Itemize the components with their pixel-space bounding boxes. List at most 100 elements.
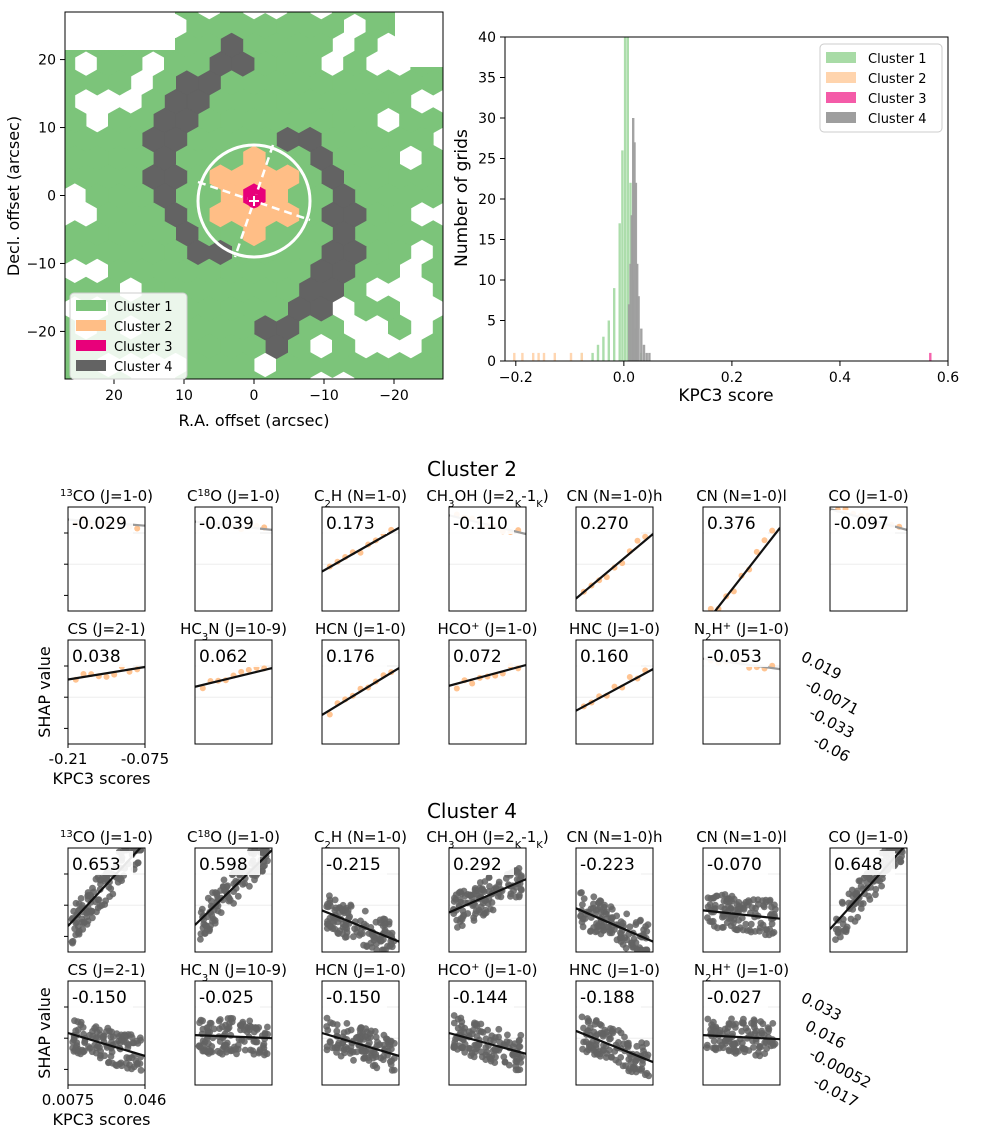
shap-point <box>713 892 721 900</box>
panel-title: CN (N=1-0)h <box>567 828 663 846</box>
shap-point <box>510 1043 517 1051</box>
shap-panel: CN (N=1-0)h -0.223 <box>567 828 663 953</box>
hist-bar <box>645 352 648 361</box>
shap-point <box>761 537 768 544</box>
shap-point <box>500 1053 508 1061</box>
shap-point <box>107 1053 115 1060</box>
map-hex-cell <box>444 296 467 321</box>
fit-line <box>713 527 780 611</box>
shap-point <box>603 1050 610 1057</box>
shap-point <box>384 1036 391 1043</box>
shap-point <box>745 897 752 905</box>
shap-point <box>756 927 763 935</box>
shap-point <box>633 1042 641 1050</box>
shap-point <box>251 1024 259 1031</box>
map-hex-cell <box>19 409 42 434</box>
shap-point <box>327 1039 334 1046</box>
shap-point <box>638 1065 646 1073</box>
shap-point <box>512 867 520 874</box>
shap-point <box>455 889 463 896</box>
panel-frame <box>829 847 908 953</box>
shap-point <box>738 1019 746 1027</box>
shap-point <box>333 1021 341 1029</box>
shap-point <box>760 1031 768 1039</box>
fit-line <box>703 1034 780 1041</box>
shap-point <box>482 1056 490 1063</box>
hist-ytick-label: 35 <box>478 71 496 87</box>
panel-title: 13CO (J=1-0) <box>60 828 153 846</box>
shap-point <box>264 857 271 865</box>
shap-point <box>626 923 634 931</box>
shap-point <box>592 1041 600 1048</box>
panel-title: C18O (J=1-0) <box>187 828 280 846</box>
shap-point <box>220 876 228 884</box>
panel-value: 0.176 <box>326 647 375 667</box>
panel-frame <box>448 506 527 612</box>
hist-bar <box>636 263 639 361</box>
hist-xtick-label: 0.0 <box>613 370 635 386</box>
shap-point <box>358 1032 365 1040</box>
value-box <box>704 510 768 534</box>
value-box <box>831 851 895 875</box>
shap-point <box>504 1031 511 1039</box>
shap-point <box>481 878 489 885</box>
fit-line <box>322 909 399 943</box>
shap-point <box>238 668 245 675</box>
hist-legend-label: Cluster 4 <box>868 112 927 127</box>
panel-frame <box>829 506 908 612</box>
hist-bar <box>596 344 600 361</box>
shap-point <box>716 1026 724 1034</box>
map-hex-cell <box>30 0 53 1</box>
shap-point <box>77 895 85 902</box>
panel-frame <box>575 847 654 953</box>
hist-bar <box>642 344 646 361</box>
shap-point <box>475 887 483 895</box>
hist-bar <box>632 118 635 361</box>
panel-frame <box>321 506 400 612</box>
map-hex-cell <box>422 409 445 434</box>
shap-point <box>603 908 610 916</box>
shap-point <box>728 898 735 905</box>
shap-point <box>347 902 355 910</box>
shap-point <box>760 903 768 911</box>
hist-bar <box>537 352 540 361</box>
shap-point <box>366 1030 374 1037</box>
shap-point <box>264 1023 271 1031</box>
map-hex-cell <box>276 0 299 1</box>
shap-point <box>89 914 96 922</box>
hist-bar <box>623 37 627 361</box>
shap-panel: HCO+ (J=1-0) 0.072 <box>438 620 537 745</box>
shap-point <box>75 927 83 935</box>
shap-point <box>747 920 755 928</box>
panel-frame <box>194 506 273 612</box>
cluster-map: 20 20 10 10 0 0 −10 −10 −20 −20 R.A. offset (arcse… <box>4 0 467 434</box>
panel-frame <box>321 847 400 953</box>
shap-panel: HCN (J=1-0) -0.150 <box>315 961 406 1086</box>
value-box <box>69 643 133 667</box>
map-legend-label: Cluster 3 <box>114 340 173 355</box>
shap-point <box>206 1047 214 1055</box>
shap-point <box>621 1033 628 1041</box>
hist-legend-box <box>819 43 943 133</box>
hist-xtick-label: 0.4 <box>829 370 851 386</box>
shap-point <box>603 574 610 581</box>
panel-value: -0.110 <box>453 514 508 534</box>
shap-point <box>458 922 466 929</box>
shap-point <box>96 886 104 893</box>
panel-title: HC3N (J=10-9) <box>180 620 287 643</box>
panel-frame <box>702 639 781 745</box>
shap-point <box>337 1044 345 1052</box>
hist-bar <box>580 352 583 361</box>
map-xtick-label: −20 <box>379 388 409 404</box>
fit-line <box>68 665 145 681</box>
map-legend-swatch <box>76 360 106 371</box>
map-hex-cell <box>321 0 344 1</box>
panel-title: 13CO (J=1-0) <box>60 487 153 505</box>
shap-point <box>206 1019 214 1027</box>
map-hex-cell <box>332 12 356 21</box>
panel-frame <box>67 847 146 953</box>
panel-frame <box>575 980 654 1086</box>
shap-point <box>855 877 863 885</box>
value-box <box>450 510 514 534</box>
fit-line <box>322 526 399 573</box>
